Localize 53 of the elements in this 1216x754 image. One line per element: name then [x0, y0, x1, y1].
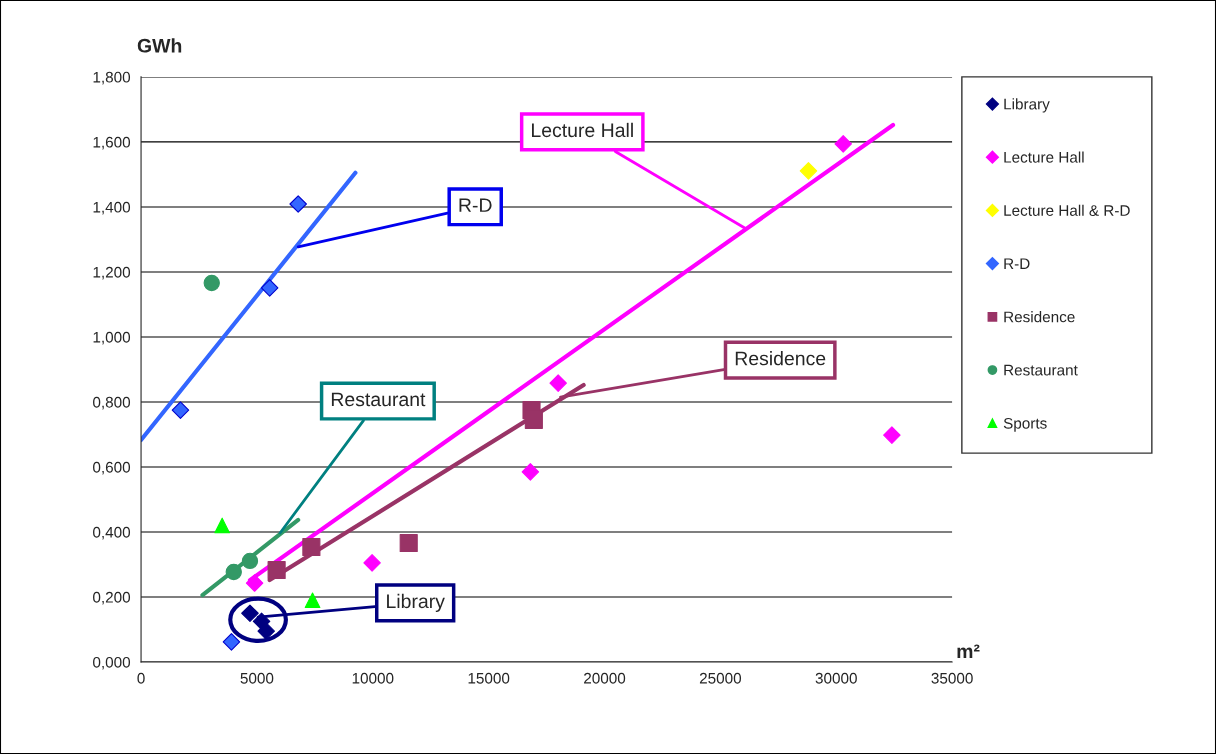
- x-tick-label: 30000: [815, 672, 857, 684]
- y-tick-label: 1,600: [93, 136, 131, 150]
- point: [245, 574, 264, 592]
- point: [225, 563, 242, 581]
- annotation: Library: [387, 593, 445, 612]
- legend-label: Restaurant: [1004, 364, 1078, 376]
- annotation: Residence: [735, 351, 826, 366]
- point: [260, 279, 279, 297]
- legend-label: Residence: [1004, 311, 1075, 323]
- x-tick-label: 20000: [584, 672, 626, 684]
- point: [549, 374, 567, 392]
- point: [241, 552, 259, 570]
- point: [363, 554, 381, 572]
- y-tick-label: 0,000: [93, 656, 131, 670]
- x-tick-label: 35000: [931, 672, 973, 684]
- point: [222, 633, 241, 651]
- point: [399, 533, 418, 553]
- y-tick-label: 0,800: [93, 396, 131, 410]
- point: [267, 560, 286, 580]
- x-tick-label: 15000: [468, 672, 510, 684]
- y-tick-label: 0,200: [93, 591, 131, 605]
- point: [799, 162, 818, 180]
- point: [521, 463, 540, 481]
- point: [257, 622, 275, 640]
- y-tick-label: 1,000: [93, 331, 131, 345]
- legend-label: Lecture Hall: [1004, 151, 1084, 163]
- annotation: Lecture Hall: [532, 122, 633, 138]
- point: [203, 274, 220, 292]
- point: [214, 517, 231, 534]
- x-tick-label: 5000: [240, 672, 274, 684]
- point: [289, 195, 307, 213]
- y-tick-label: 1,400: [93, 201, 131, 215]
- x-tick-label: 0: [137, 672, 145, 684]
- point: [883, 426, 901, 444]
- legend-label: Library: [1004, 98, 1050, 113]
- x-tick-label: 25000: [699, 672, 742, 684]
- point: [302, 537, 321, 557]
- y-tick-label: 1,800: [93, 71, 131, 85]
- y-axis-title: GWh: [137, 38, 182, 53]
- x-tick-label: 10000: [352, 672, 394, 684]
- legend-label: R-D: [1004, 258, 1030, 269]
- point: [834, 135, 852, 153]
- x-axis-title: m²: [957, 644, 980, 658]
- point: [171, 401, 190, 419]
- point: [524, 410, 543, 429]
- point: [304, 592, 321, 609]
- legend-label: Sports: [1003, 417, 1047, 432]
- legend-label: Lecture Hall & R-D: [1004, 204, 1130, 216]
- y-tick-label: 0,400: [93, 526, 131, 540]
- y-tick-label: 1,200: [93, 266, 131, 280]
- y-tick-label: 0,600: [93, 461, 131, 475]
- annotation: Restaurant: [331, 392, 426, 407]
- annotation: R-D: [459, 198, 492, 212]
